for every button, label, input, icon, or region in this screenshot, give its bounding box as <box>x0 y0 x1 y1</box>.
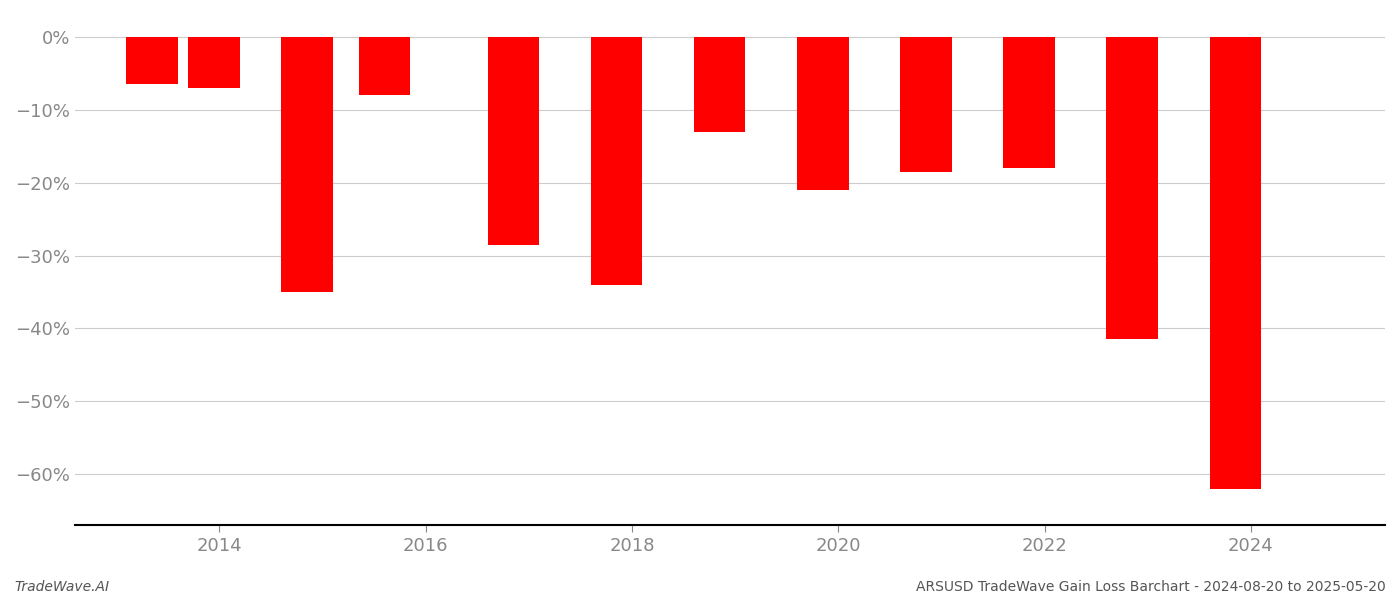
Bar <box>797 37 848 190</box>
Text: TradeWave.AI: TradeWave.AI <box>14 580 109 594</box>
Bar <box>1106 37 1158 340</box>
Bar <box>900 37 952 172</box>
Bar <box>694 37 745 131</box>
Bar <box>591 37 643 284</box>
Bar <box>487 37 539 245</box>
Bar <box>358 37 410 95</box>
Bar <box>126 37 178 84</box>
Text: ARSUSD TradeWave Gain Loss Barchart - 2024-08-20 to 2025-05-20: ARSUSD TradeWave Gain Loss Barchart - 20… <box>916 580 1386 594</box>
Bar <box>189 37 239 88</box>
Bar <box>1210 37 1261 489</box>
Bar <box>281 37 333 292</box>
Bar <box>1004 37 1054 168</box>
